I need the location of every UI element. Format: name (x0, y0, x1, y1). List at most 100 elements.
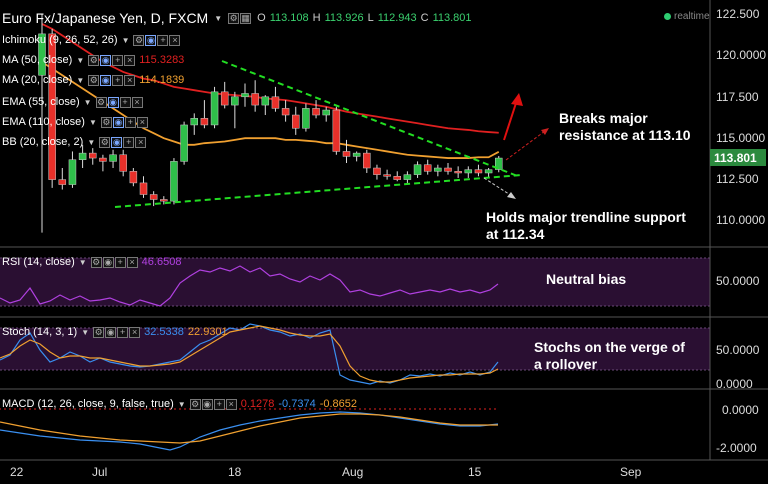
indicator-caret-icon[interactable]: ▼ (83, 97, 92, 107)
close-icon[interactable]: × (131, 96, 143, 108)
plus-icon[interactable]: + (123, 136, 135, 148)
candle-down[interactable] (200, 118, 209, 126)
candle-down[interactable] (129, 171, 138, 184)
close-icon[interactable]: × (124, 74, 136, 86)
settings-icon[interactable]: ⚙ (95, 96, 107, 108)
candle-up[interactable] (68, 159, 77, 185)
indicator-row[interactable]: EMA (110, close) ▼ ⚙ ◉ + × (2, 114, 152, 130)
candle-down[interactable] (99, 157, 107, 162)
candle-up[interactable] (231, 96, 239, 106)
rsi-line[interactable] (0, 265, 499, 307)
plus-icon[interactable]: + (112, 54, 124, 66)
symbol-title[interactable]: Euro Fx/Japanese Yen, D, FXCM (2, 10, 209, 26)
indicator-label[interactable]: BB (20, close, 2) (2, 136, 84, 148)
indicator-caret-icon[interactable]: ▼ (87, 137, 96, 147)
indicator-label[interactable]: Ichimoku (9, 26, 52, 26) (2, 34, 118, 46)
indicator-label[interactable]: MA (50, close) (2, 54, 73, 66)
indicator-label[interactable]: EMA (110, close) (2, 116, 85, 128)
eye-icon[interactable]: ◉ (100, 54, 112, 66)
settings-icon[interactable]: ⚙ (88, 74, 100, 86)
settings-icon[interactable]: ⚙ (99, 136, 111, 148)
close-icon[interactable]: × (129, 326, 141, 338)
indicator-row[interactable]: MA (20, close) ▼ ⚙ ◉ + × 114.1839 (2, 72, 184, 88)
eye-icon[interactable]: ◉ (111, 136, 123, 148)
candle-down[interactable] (89, 152, 97, 159)
indicator-row[interactable]: Ichimoku (9, 26, 52, 26) ▼ ⚙ ◉ + × (2, 32, 184, 48)
candle-down[interactable] (271, 96, 280, 109)
eye-icon[interactable]: ◉ (145, 34, 157, 46)
candle-down[interactable] (149, 194, 158, 200)
ma50-line[interactable] (41, 23, 499, 134)
candle-down[interactable] (474, 169, 483, 174)
plus-icon[interactable]: + (213, 398, 225, 410)
settings-icon[interactable]: ⚙ (100, 116, 112, 128)
candle-up[interactable] (403, 174, 412, 180)
plus-icon[interactable]: + (114, 256, 126, 268)
close-icon[interactable]: × (126, 256, 138, 268)
candle-up[interactable] (190, 118, 198, 126)
candle-down[interactable] (383, 174, 391, 177)
plus-icon[interactable]: + (112, 74, 124, 86)
candle-down[interactable] (393, 176, 401, 180)
settings-icon[interactable]: ⚙ (90, 256, 102, 268)
rsi-legend[interactable]: RSI (14, close) ▼ ⚙ ◉ + × 46.6508 (2, 254, 181, 270)
candle-down[interactable] (423, 164, 432, 172)
indicator-caret-icon[interactable]: ▼ (88, 117, 97, 127)
settings-icon[interactable]: ⚙ (93, 326, 105, 338)
candle-down[interactable] (292, 114, 300, 129)
stoch-k-line[interactable] (0, 323, 499, 385)
candles[interactable] (38, 14, 503, 233)
indicator-row[interactable]: EMA (55, close) ▼ ⚙ ◉ + × (2, 94, 147, 110)
candle-up[interactable] (170, 161, 178, 202)
stoch-d-line[interactable] (0, 325, 499, 383)
resistance-trendline[interactable] (221, 60, 521, 178)
candle-up[interactable] (484, 169, 493, 174)
plus-icon[interactable]: + (157, 34, 169, 46)
eye-icon[interactable]: ◉ (105, 326, 117, 338)
eye-icon[interactable]: ◉ (107, 96, 119, 108)
plus-icon[interactable]: + (117, 326, 129, 338)
candle-down[interactable] (220, 91, 229, 106)
candle-down[interactable] (58, 179, 67, 185)
ma20-line[interactable] (41, 61, 500, 159)
settings-icon[interactable]: ⚙ (133, 34, 145, 46)
macd-signal-line[interactable] (0, 413, 498, 444)
candle-up[interactable] (210, 91, 219, 126)
candle-up[interactable] (434, 167, 442, 172)
settings-icon[interactable]: ⚙ (189, 398, 201, 410)
indicator-row[interactable]: MA (50, close) ▼ ⚙ ◉ + × 115.3283 (2, 52, 184, 68)
candle-down[interactable] (373, 167, 381, 175)
candle-down[interactable] (139, 182, 148, 195)
plus-icon[interactable]: + (124, 116, 136, 128)
candle-up[interactable] (302, 108, 310, 129)
support-trendline[interactable] (114, 174, 523, 208)
candle-down[interactable] (48, 33, 56, 180)
stoch-label[interactable]: Stoch (14, 3, 1) (2, 326, 78, 338)
stoch-legend[interactable]: Stoch (14, 3, 1) ▼ ⚙ ◉ + × 32.5338 22.9301 (2, 324, 228, 340)
candle-up[interactable] (464, 169, 473, 174)
indicator-label[interactable]: EMA (55, close) (2, 96, 80, 108)
candle-down[interactable] (342, 151, 351, 157)
rsi-label[interactable]: RSI (14, close) (2, 256, 75, 268)
candle-up[interactable] (352, 152, 361, 157)
indicator-row[interactable]: BB (20, close, 2) ▼ ⚙ ◉ + × (2, 134, 150, 150)
candle-down[interactable] (312, 108, 320, 116)
candle-down[interactable] (281, 108, 290, 116)
candle-up[interactable] (241, 93, 249, 98)
close-icon[interactable]: × (136, 116, 148, 128)
macd-legend[interactable]: MACD (12, 26, close, 9, false, true) ▼ ⚙ ◉… (2, 396, 357, 412)
candle-down[interactable] (251, 93, 259, 106)
settings-icon[interactable]: ⚙ (88, 54, 100, 66)
candle-down[interactable] (454, 171, 462, 174)
candle-up[interactable] (495, 157, 503, 170)
close-icon[interactable]: × (225, 398, 237, 410)
candle-down[interactable] (332, 109, 341, 152)
candle-up[interactable] (38, 33, 46, 76)
macd-caret-icon[interactable]: ▼ (177, 399, 186, 409)
grid-icon[interactable]: ▦ (240, 12, 252, 24)
stoch-caret-icon[interactable]: ▼ (81, 327, 90, 337)
eye-icon[interactable]: ◉ (102, 256, 114, 268)
plus-icon[interactable]: + (119, 96, 131, 108)
eye-icon[interactable]: ◉ (112, 116, 124, 128)
